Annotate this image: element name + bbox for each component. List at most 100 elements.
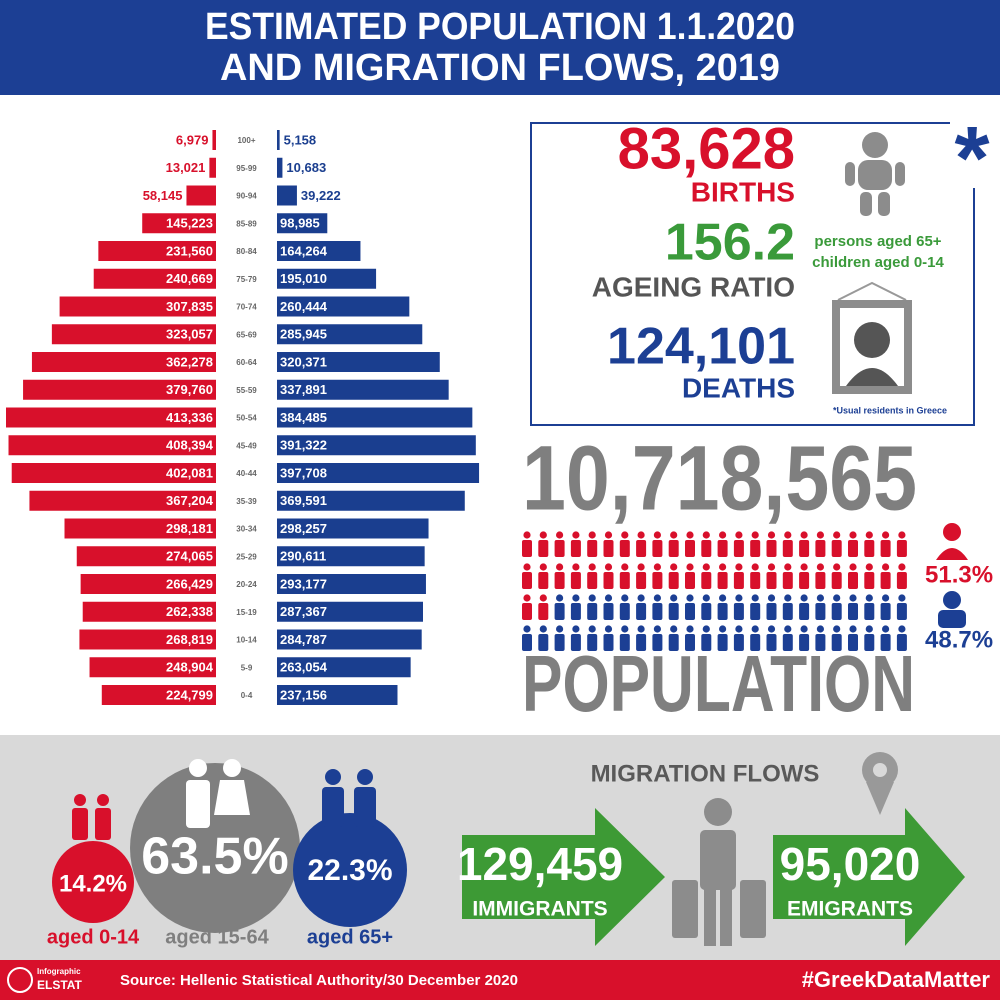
person-body [766, 572, 777, 589]
person-head [604, 563, 613, 571]
person-body [538, 634, 549, 651]
person-body [587, 572, 598, 589]
person-body [815, 634, 826, 651]
person-body [831, 634, 842, 651]
age-group-label: 65-69 [236, 330, 257, 339]
person-head [637, 563, 645, 571]
value-label: 248,904 [166, 660, 214, 675]
bar [277, 185, 297, 206]
person-head [572, 625, 580, 633]
person-body [864, 634, 875, 651]
person-body [701, 540, 712, 557]
person-head [621, 563, 629, 571]
person-head [735, 625, 743, 633]
person-head [653, 563, 662, 571]
baby-icon [845, 132, 905, 216]
person-body [538, 603, 549, 620]
bar [277, 241, 361, 261]
age-group-label: 85-89 [236, 219, 257, 228]
person-body [831, 540, 842, 557]
bar [82, 601, 216, 622]
value-label: 285,945 [280, 327, 327, 342]
person-head [751, 625, 759, 633]
person-body [848, 572, 858, 589]
person-head [767, 563, 776, 571]
age-group-label: 45-49 [236, 441, 257, 450]
bar [277, 629, 422, 650]
age-group-label: 95-99 [236, 164, 257, 173]
traveller-icon [672, 798, 766, 946]
person-head [556, 531, 564, 539]
person-head [816, 594, 825, 602]
person-head [816, 563, 825, 571]
ageing-ratio-label: AGEING RATIO [592, 271, 795, 302]
person-body [799, 572, 810, 589]
person-head [735, 563, 743, 571]
value-label: 293,177 [280, 576, 327, 591]
person-body [619, 540, 630, 557]
person-body [831, 603, 842, 620]
person-body [864, 603, 875, 620]
person-body [619, 634, 630, 651]
person-head [523, 531, 531, 539]
person-body [522, 572, 532, 589]
person-head [670, 531, 678, 539]
value-label: 290,611 [280, 549, 326, 564]
bar [277, 546, 425, 567]
age-group-label: 60-64 [236, 358, 257, 367]
person-body [831, 572, 842, 589]
age-circle [52, 841, 134, 923]
value-label: 362,278 [166, 354, 213, 369]
bar [79, 629, 216, 650]
bar [277, 157, 283, 178]
value-label: 384,485 [280, 410, 327, 425]
bar [51, 324, 216, 345]
person-head [588, 531, 596, 539]
title-line: AND MIGRATION FLOWS, 2019 [220, 47, 780, 89]
person-body [668, 540, 679, 557]
value-label: 240,669 [166, 271, 213, 286]
person-body [717, 603, 728, 620]
person-head [556, 625, 564, 633]
person-head [653, 594, 662, 602]
person-head [784, 625, 792, 633]
bar [277, 296, 410, 317]
asterisk-gap [950, 118, 990, 188]
value-label: 195,010 [280, 271, 327, 286]
person-body [619, 603, 630, 620]
title-line: ESTIMATED POPULATION 1.1.2020 [205, 6, 795, 48]
value-label: 58,145 [143, 188, 183, 203]
age-group-label: 75-79 [236, 275, 257, 284]
age-group-label: 55-59 [236, 386, 257, 395]
value-label: 397,708 [280, 465, 327, 480]
person-head [719, 594, 727, 602]
person-head [849, 625, 857, 633]
age-share: 14.2% [59, 870, 127, 897]
person-body [766, 603, 777, 620]
person-head [686, 594, 694, 602]
age-label: aged 15-64 [165, 926, 269, 948]
age-group-label: 35-39 [236, 497, 257, 506]
person-head [784, 531, 792, 539]
value-label: 231,560 [166, 243, 213, 258]
person-head [751, 594, 759, 602]
person-head [719, 563, 727, 571]
person-head [865, 625, 873, 633]
person-body [717, 572, 728, 589]
value-label: 323,057 [166, 327, 213, 342]
person-head [702, 531, 710, 539]
person-head [539, 531, 547, 539]
person-head [670, 625, 678, 633]
immigrants-label: IMMIGRANTS [472, 898, 607, 921]
bar [98, 241, 216, 261]
person-body [603, 572, 614, 589]
person-body [636, 634, 647, 651]
bar [29, 490, 216, 511]
person-body [554, 634, 565, 651]
person-head [653, 531, 662, 539]
asterisk: * [954, 109, 989, 209]
deaths-label: DEATHS [682, 372, 795, 403]
value-label: 274,065 [166, 549, 213, 564]
bar [277, 379, 449, 400]
bar [277, 130, 280, 150]
